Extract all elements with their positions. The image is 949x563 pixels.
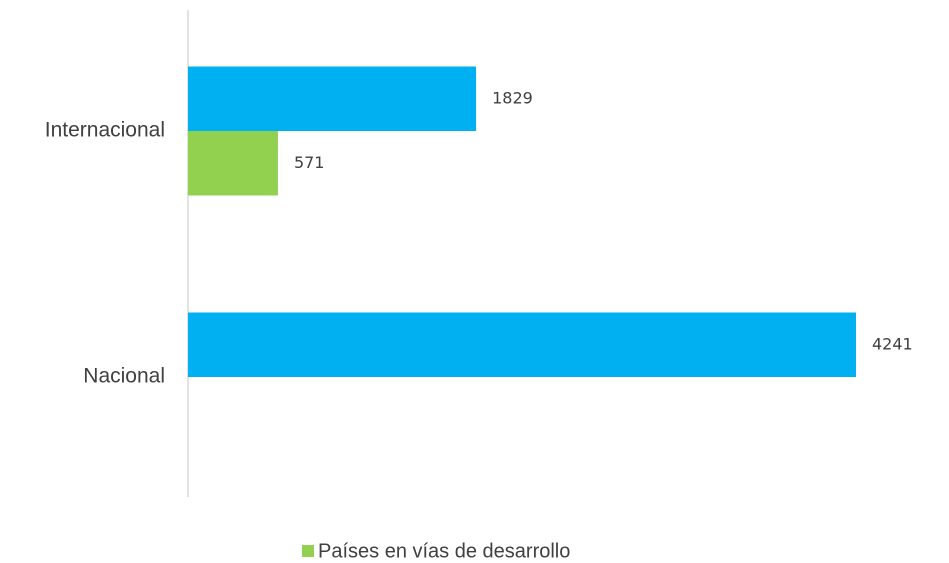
- y-tick-label: Nacional: [83, 365, 165, 388]
- data-label: 571: [294, 153, 325, 172]
- bar: [188, 66, 477, 131]
- data-label: 1829: [492, 88, 533, 107]
- legend-label: Países en vías de desarrollo: [318, 540, 570, 562]
- legend-swatch: [302, 545, 314, 557]
- bar: [188, 312, 856, 377]
- y-tick-label: Internacional: [45, 119, 165, 142]
- data-label: 4241: [872, 334, 913, 353]
- bar: [188, 131, 278, 196]
